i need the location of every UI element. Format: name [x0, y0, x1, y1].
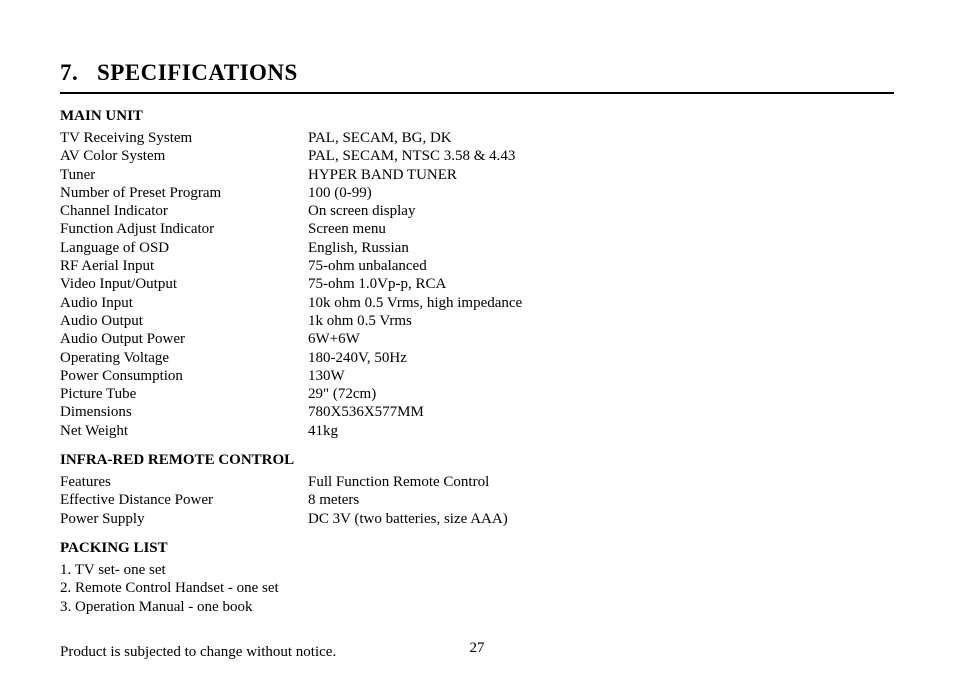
- spec-row: Channel IndicatorOn screen display: [60, 202, 894, 220]
- spec-row: RF Aerial Input75-ohm unbalanced: [60, 257, 894, 275]
- spec-row: Audio Output Power6W+6W: [60, 330, 894, 348]
- spec-label: Tuner: [60, 166, 308, 184]
- spec-label: Features: [60, 473, 308, 491]
- spec-row: Dimensions780X536X577MM: [60, 403, 894, 421]
- list-item: 2. Remote Control Handset - one set: [60, 579, 894, 597]
- remote-specs: FeaturesFull Function Remote ControlEffe…: [60, 473, 894, 528]
- spec-label: Net Weight: [60, 422, 308, 440]
- list-item: 3. Operation Manual - one book: [60, 598, 894, 616]
- spec-value: Full Function Remote Control: [308, 473, 894, 491]
- spec-row: Picture Tube29" (72cm): [60, 385, 894, 403]
- spec-row: Function Adjust IndicatorScreen menu: [60, 220, 894, 238]
- spec-label: Audio Output Power: [60, 330, 308, 348]
- spec-row: Power SupplyDC 3V (two batteries, size A…: [60, 510, 894, 528]
- spec-value: 75-ohm 1.0Vp-p, RCA: [308, 275, 894, 293]
- spec-value: 130W: [308, 367, 894, 385]
- spec-value: 100 (0-99): [308, 184, 894, 202]
- spec-row: TunerHYPER BAND TUNER: [60, 166, 894, 184]
- spec-value: 41kg: [308, 422, 894, 440]
- spec-row: Language of OSDEnglish, Russian: [60, 239, 894, 257]
- spec-label: Power Consumption: [60, 367, 308, 385]
- spec-value: 6W+6W: [308, 330, 894, 348]
- spec-value: 10k ohm 0.5 Vrms, high impedance: [308, 294, 894, 312]
- spec-label: RF Aerial Input: [60, 257, 308, 275]
- spec-row: Effective Distance Power8 meters: [60, 491, 894, 509]
- page-number: 27: [0, 640, 954, 657]
- spec-value: On screen display: [308, 202, 894, 220]
- spec-label: Video Input/Output: [60, 275, 308, 293]
- spec-value: Screen menu: [308, 220, 894, 238]
- spec-row: Net Weight41kg: [60, 422, 894, 440]
- main-unit-title: MAIN UNIT: [60, 108, 894, 125]
- spec-label: Audio Input: [60, 294, 308, 312]
- spec-row: Audio Input10k ohm 0.5 Vrms, high impeda…: [60, 294, 894, 312]
- spec-label: TV Receiving System: [60, 129, 308, 147]
- main-unit-specs: TV Receiving SystemPAL, SECAM, BG, DKAV …: [60, 129, 894, 440]
- spec-label: Effective Distance Power: [60, 491, 308, 509]
- spec-label: Dimensions: [60, 403, 308, 421]
- spec-value: PAL, SECAM, NTSC 3.58 & 4.43: [308, 147, 894, 165]
- spec-value: PAL, SECAM, BG, DK: [308, 129, 894, 147]
- document-page: 7. SPECIFICATIONS MAIN UNIT TV Receiving…: [0, 0, 954, 675]
- spec-label: Picture Tube: [60, 385, 308, 403]
- spec-label: Channel Indicator: [60, 202, 308, 220]
- spec-label: Power Supply: [60, 510, 308, 528]
- spec-value: 180-240V, 50Hz: [308, 349, 894, 367]
- spec-row: Operating Voltage180-240V, 50Hz: [60, 349, 894, 367]
- spec-value: English, Russian: [308, 239, 894, 257]
- remote-title: INFRA-RED REMOTE CONTROL: [60, 452, 894, 469]
- spec-value: 780X536X577MM: [308, 403, 894, 421]
- spec-row: AV Color SystemPAL, SECAM, NTSC 3.58 & 4…: [60, 147, 894, 165]
- spec-value: 8 meters: [308, 491, 894, 509]
- spec-value: DC 3V (two batteries, size AAA): [308, 510, 894, 528]
- packing-list: 1. TV set- one set2. Remote Control Hand…: [60, 561, 894, 616]
- spec-row: Audio Output1k ohm 0.5 Vrms: [60, 312, 894, 330]
- heading-number: 7.: [60, 60, 78, 85]
- spec-value: HYPER BAND TUNER: [308, 166, 894, 184]
- spec-label: Audio Output: [60, 312, 308, 330]
- heading-text: SPECIFICATIONS: [97, 60, 298, 85]
- spec-value: 29" (72cm): [308, 385, 894, 403]
- spec-row: Video Input/Output75-ohm 1.0Vp-p, RCA: [60, 275, 894, 293]
- section-heading: 7. SPECIFICATIONS: [60, 60, 894, 94]
- spec-label: Operating Voltage: [60, 349, 308, 367]
- spec-row: Power Consumption130W: [60, 367, 894, 385]
- list-item: 1. TV set- one set: [60, 561, 894, 579]
- spec-label: AV Color System: [60, 147, 308, 165]
- spec-row: Number of Preset Program100 (0-99): [60, 184, 894, 202]
- spec-row: TV Receiving SystemPAL, SECAM, BG, DK: [60, 129, 894, 147]
- spec-value: 1k ohm 0.5 Vrms: [308, 312, 894, 330]
- spec-label: Function Adjust Indicator: [60, 220, 308, 238]
- spec-label: Number of Preset Program: [60, 184, 308, 202]
- spec-value: 75-ohm unbalanced: [308, 257, 894, 275]
- spec-row: FeaturesFull Function Remote Control: [60, 473, 894, 491]
- packing-title: PACKING LIST: [60, 540, 894, 557]
- spec-label: Language of OSD: [60, 239, 308, 257]
